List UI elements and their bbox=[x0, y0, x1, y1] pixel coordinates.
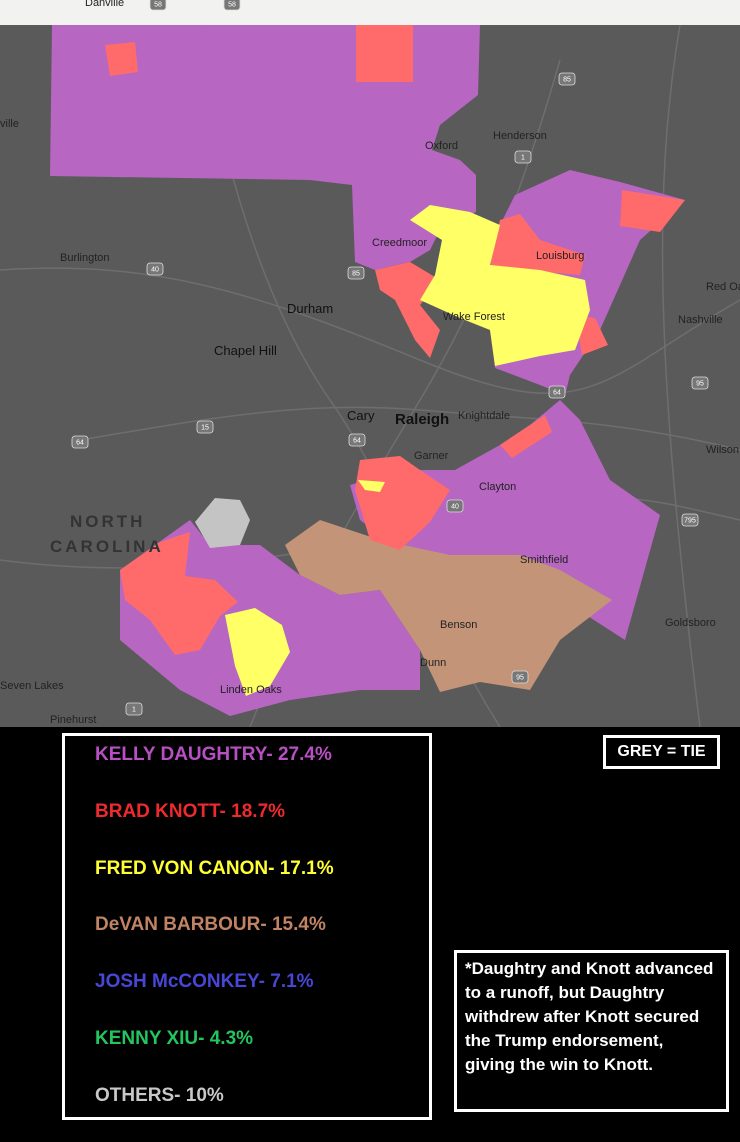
footnote: *Daughtry and Knott advanced to a runoff… bbox=[454, 950, 729, 1112]
place-labels: Danville ville Henderson Oxford Burlingt… bbox=[0, 0, 740, 726]
route-shield bbox=[223, 0, 241, 11]
place-label: Raleigh bbox=[395, 411, 449, 428]
place-label: Garner bbox=[414, 450, 449, 462]
route-shield bbox=[548, 385, 566, 399]
place-label: Linden Oaks bbox=[220, 684, 282, 696]
route-number: 58 bbox=[154, 1, 162, 8]
knott-region bbox=[500, 415, 552, 458]
route-number: 85 bbox=[352, 270, 360, 277]
regions bbox=[50, 25, 685, 716]
route-number: 1 bbox=[132, 706, 136, 713]
route-shield bbox=[71, 435, 89, 449]
route-number: 64 bbox=[353, 437, 361, 444]
legend-entry: DeVAN BARBOUR- 15.4% bbox=[95, 914, 326, 936]
place-label: Nashville bbox=[678, 314, 723, 326]
route-shield bbox=[125, 702, 143, 716]
route-number: 95 bbox=[516, 674, 524, 681]
route-number: 795 bbox=[684, 517, 696, 524]
route-shield bbox=[514, 150, 532, 164]
place-label: Knightdale bbox=[458, 410, 510, 422]
tie-note: GREY = TIE bbox=[603, 735, 720, 769]
map-top-strip bbox=[0, 0, 740, 25]
legend-entry: BRAD KNOTT- 18.7% bbox=[95, 800, 286, 822]
place-label: Chapel Hill bbox=[214, 343, 277, 358]
daughtry-region bbox=[50, 25, 480, 270]
place-label: Creedmoor bbox=[372, 237, 427, 249]
place-label: Smithfield bbox=[520, 554, 568, 566]
knott-region bbox=[105, 42, 138, 76]
place-label: Danville bbox=[85, 0, 124, 9]
tie-region bbox=[195, 498, 250, 548]
route-shields: 58 58 85 1 85 40 15 64 64 64 95 795 40 1 95 bbox=[71, 0, 709, 716]
legend-entry: FRED VON CANON- 17.1% bbox=[95, 857, 334, 879]
route-shield bbox=[511, 670, 529, 684]
route-number: 40 bbox=[151, 266, 159, 273]
place-label: Durham bbox=[287, 301, 333, 316]
knott-region bbox=[355, 456, 450, 550]
place-label: NORTH bbox=[70, 512, 145, 531]
route-shield bbox=[196, 420, 214, 434]
route-number: 40 bbox=[451, 503, 459, 510]
place-label: ville bbox=[0, 118, 19, 130]
legend-entry: JOSH McCONKEY- 7.1% bbox=[95, 971, 314, 993]
route-number: 64 bbox=[553, 389, 561, 396]
knott-region bbox=[356, 25, 413, 82]
von-canon-region bbox=[410, 205, 590, 366]
place-label: Louisburg bbox=[536, 250, 584, 262]
route-number: 85 bbox=[563, 76, 571, 83]
place-label: CAROLINA bbox=[50, 537, 164, 556]
barbour-region bbox=[285, 520, 612, 692]
knott-region bbox=[620, 190, 685, 232]
place-label: Pinehurst bbox=[50, 714, 96, 726]
place-label: Clayton bbox=[479, 481, 516, 493]
place-label: Oxford bbox=[425, 140, 458, 152]
legend-entry: KENNY XIU- 4.3% bbox=[95, 1028, 254, 1049]
route-shield bbox=[347, 266, 365, 280]
place-label: Red Oak bbox=[706, 281, 740, 293]
knott-region bbox=[490, 214, 585, 275]
route-number: 15 bbox=[201, 424, 209, 431]
daughtry-region bbox=[350, 400, 660, 640]
place-label: Dunn bbox=[420, 657, 446, 669]
route-number: 58 bbox=[228, 1, 236, 8]
place-label: Wilson bbox=[706, 444, 739, 456]
place-label: Seven Lakes bbox=[0, 680, 64, 692]
von-canon-region bbox=[358, 480, 385, 492]
knott-region bbox=[120, 532, 238, 655]
place-label: Cary bbox=[347, 408, 375, 423]
route-shield bbox=[681, 513, 699, 527]
route-shield bbox=[558, 72, 576, 86]
place-label: Henderson bbox=[493, 130, 547, 142]
route-number: 1 bbox=[521, 154, 525, 161]
route-number: 64 bbox=[76, 439, 84, 446]
place-label: Wake Forest bbox=[443, 311, 505, 323]
route-shield bbox=[446, 499, 464, 513]
route-shield bbox=[691, 376, 709, 390]
von-canon-region bbox=[225, 608, 290, 696]
place-label: Burlington bbox=[60, 252, 110, 264]
legend-box: KELLY DAUGHTRY- 27.4% BRAD KNOTT- 18.7% FR… bbox=[62, 733, 432, 1120]
route-shield bbox=[348, 433, 366, 447]
route-shield bbox=[149, 0, 167, 11]
map: Danville ville Henderson Oxford Burlingt… bbox=[0, 0, 740, 727]
knott-region bbox=[375, 262, 440, 358]
place-label: Goldsboro bbox=[665, 617, 716, 629]
place-label: Benson bbox=[440, 619, 477, 631]
route-shield bbox=[146, 262, 164, 276]
route-number: 95 bbox=[696, 380, 704, 387]
legend-entry: OTHERS- 10% bbox=[95, 1084, 224, 1106]
legend-entry: KELLY DAUGHTRY- 27.4% bbox=[95, 744, 332, 765]
